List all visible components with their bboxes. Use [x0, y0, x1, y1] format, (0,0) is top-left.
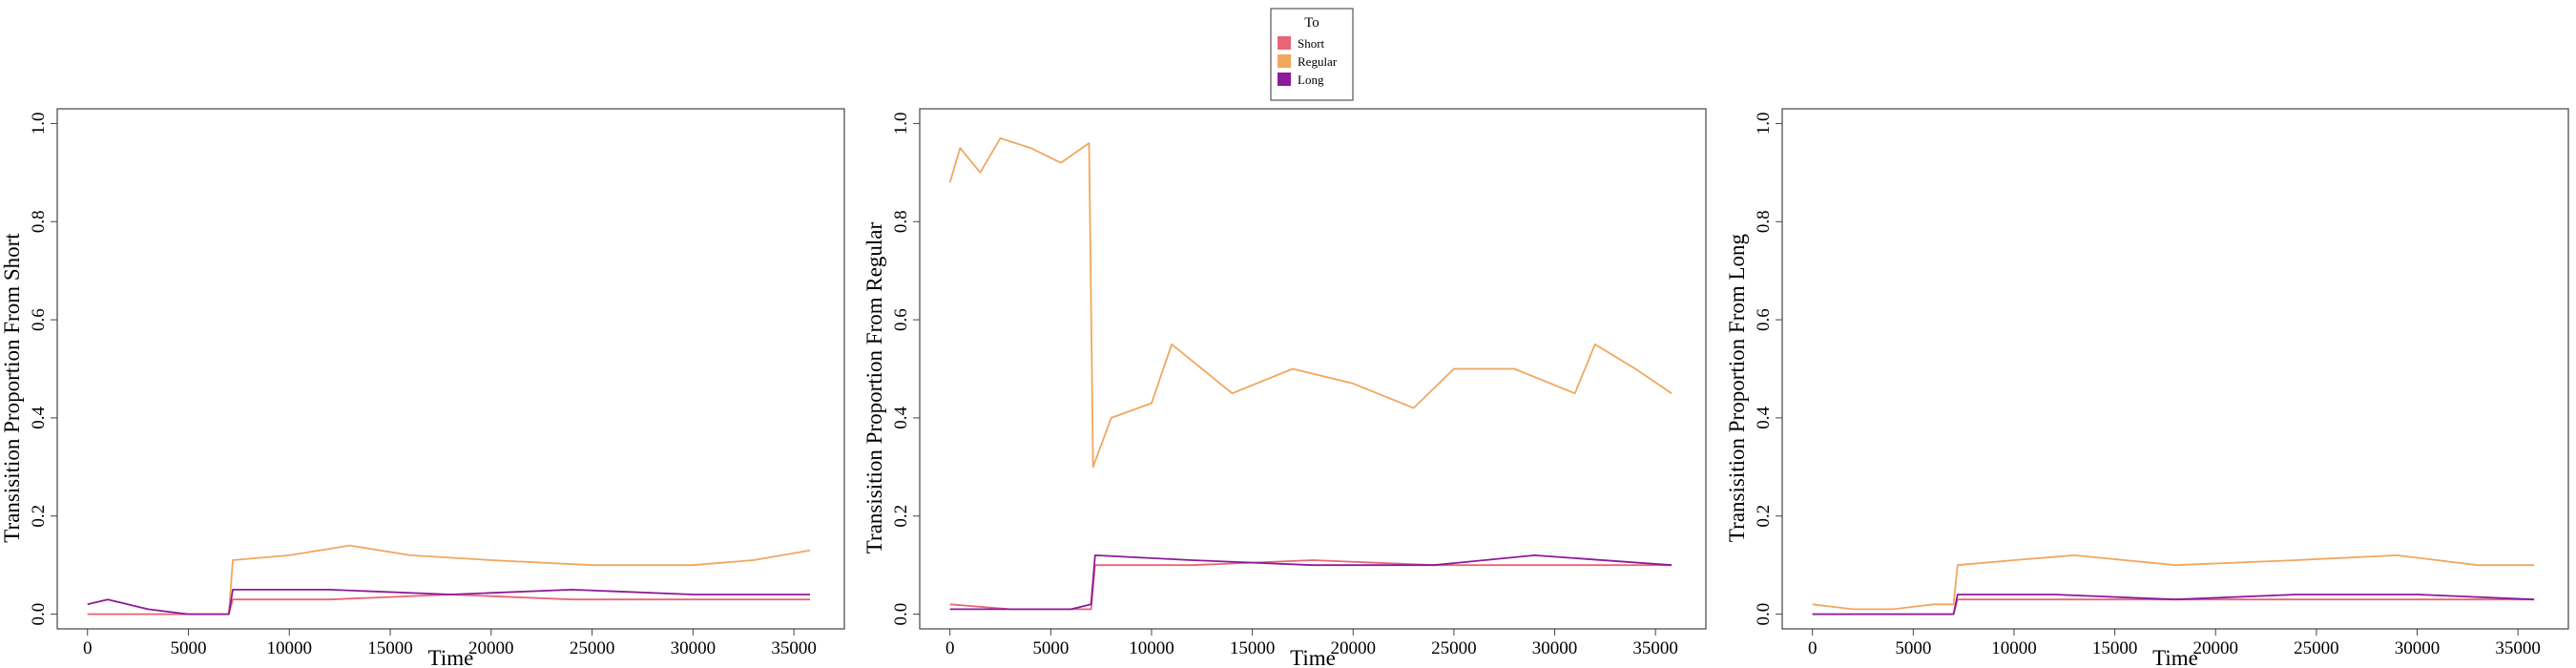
legend-swatch-short: [1278, 36, 1291, 50]
legend-entry-long: Long: [1278, 73, 1324, 87]
legend-title: To: [1304, 15, 1319, 31]
legend-label-regular: Regular: [1298, 54, 1338, 69]
y-tick-label: 0.2: [1754, 505, 1774, 528]
x-tick-label: 20000: [2193, 638, 2239, 658]
series-line-long: [949, 554, 1672, 611]
legend: To Short Regular Long: [1270, 8, 1354, 101]
x-tick-label: 35000: [1632, 638, 1678, 658]
x-tick-label: 10000: [1129, 638, 1174, 658]
x-tick-label: 0: [83, 638, 93, 658]
legend-label-short: Short: [1298, 36, 1325, 51]
x-tick-label: 30000: [671, 638, 717, 658]
y-tick-label: 0.8: [891, 210, 911, 233]
y-axis-label: Transisition Proportion From Long: [1725, 233, 1749, 542]
y-tick-label: 0.4: [29, 407, 49, 429]
x-tick-label: 5000: [171, 638, 207, 658]
y-tick-label: 0.4: [891, 407, 911, 429]
x-tick-label: 30000: [1532, 638, 1578, 658]
x-tick-label: 10000: [267, 638, 313, 658]
x-tick-label: 20000: [468, 638, 514, 658]
x-tick-label: 15000: [367, 638, 413, 658]
series-line-short: [1812, 598, 2535, 616]
x-tick-label: 35000: [2495, 638, 2541, 658]
x-tick-label: 10000: [1991, 638, 2037, 658]
y-tick-label: 0.2: [29, 505, 49, 528]
y-tick-label: 0.8: [29, 210, 49, 233]
x-axis-label: Time: [2152, 646, 2198, 668]
y-tick-label: 0.4: [1754, 407, 1774, 429]
y-tick-label: 0.0: [29, 603, 49, 626]
x-tick-label: 35000: [771, 638, 817, 658]
plot-frame: [56, 108, 845, 630]
x-tick-label: 15000: [2092, 638, 2138, 658]
x-tick-label: 15000: [1230, 638, 1276, 658]
series-line-long: [1812, 594, 2535, 616]
x-axis-label: Time: [1290, 646, 1336, 668]
legend-entry-regular: Regular: [1278, 54, 1338, 69]
series-line-regular: [948, 136, 1672, 469]
y-tick-label: 1.0: [891, 113, 911, 136]
x-axis-label: Time: [428, 646, 474, 668]
series-line-short: [949, 559, 1672, 611]
series-line-regular: [1812, 554, 2535, 611]
x-tick-label: 25000: [1431, 638, 1477, 658]
y-tick-label: 0.6: [891, 308, 911, 331]
legend-entry-short: Short: [1278, 36, 1325, 51]
x-tick-label: 0: [945, 638, 955, 658]
y-tick-label: 0.0: [1754, 603, 1774, 626]
chart-panel-from-short: Transisition Proportion From Short Time …: [0, 108, 845, 668]
legend-swatch-long: [1278, 73, 1291, 86]
series-line-long: [87, 589, 810, 616]
x-tick-label: 5000: [1895, 638, 1931, 658]
x-tick-label: 30000: [2395, 638, 2441, 658]
x-tick-label: 5000: [1032, 638, 1069, 658]
plot-frame: [919, 108, 1707, 630]
chart-panel-from-long: Transisition Proportion From Long Time 0…: [1725, 108, 2569, 668]
y-tick-label: 0.6: [29, 308, 49, 331]
y-tick-label: 0.8: [1754, 210, 1774, 233]
legend-label-long: Long: [1298, 73, 1324, 87]
y-tick-label: 1.0: [29, 113, 49, 136]
chart-panel-from-regular: Transisition Proportion From Regular Tim…: [862, 108, 1707, 668]
y-tick-label: 1.0: [1754, 113, 1774, 136]
y-axis-label: Transisition Proportion From Regular: [862, 221, 886, 553]
y-tick-label: 0.0: [891, 603, 911, 626]
y-tick-label: 0.6: [1754, 308, 1774, 331]
x-tick-label: 0: [1808, 638, 1818, 658]
series-line-short: [87, 594, 810, 616]
legend-swatch-regular: [1278, 54, 1291, 68]
x-tick-label: 20000: [1331, 638, 1377, 658]
y-axis-label: Transisition Proportion From Short: [0, 233, 24, 543]
plot-frame: [1781, 108, 2569, 630]
series-line-regular: [87, 544, 811, 616]
x-tick-label: 25000: [2294, 638, 2339, 658]
x-tick-label: 25000: [570, 638, 615, 658]
y-tick-label: 0.2: [891, 505, 911, 528]
